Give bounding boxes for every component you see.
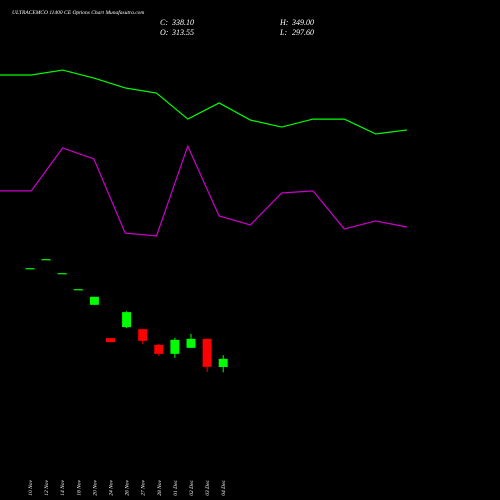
candle-body <box>57 273 67 275</box>
candle-body <box>138 329 148 341</box>
candle-body <box>25 268 35 270</box>
stat-value: 338.10 <box>171 18 194 27</box>
x-tick-label: 28 Nov <box>157 479 163 495</box>
stat-value: 349.00 <box>291 18 314 27</box>
stat-key: H: <box>279 18 289 27</box>
x-tick-label: 27 Nov <box>141 479 147 495</box>
x-tick-label: 10 Nov <box>28 479 34 495</box>
line-series <box>0 69 407 135</box>
x-tick-label: 12 Nov <box>44 479 50 495</box>
line-series <box>0 144 408 237</box>
candle-body <box>73 289 83 291</box>
x-tick-label: 24 Nov <box>108 479 115 495</box>
x-tick-label: 20 Nov <box>92 479 98 495</box>
stat-key: O: <box>160 28 169 37</box>
stat-value: 313.55 <box>171 28 194 37</box>
candle-body <box>202 338 212 367</box>
x-tick-label: 18 Nov <box>76 479 82 495</box>
x-tick-label: 14 Nov <box>59 479 66 495</box>
candle-body <box>41 259 51 261</box>
x-tick-label: 01 Dec <box>173 479 179 495</box>
x-tick-label: 26 Nov <box>125 479 131 495</box>
candle-body <box>170 339 180 354</box>
stat-key: L: <box>279 28 287 37</box>
candle-body <box>122 312 132 328</box>
candle-body <box>106 338 115 343</box>
candle-body <box>89 296 99 305</box>
stat-key: C: <box>160 18 168 27</box>
candle-body <box>186 338 196 348</box>
x-tick-label: 04 Dec <box>220 479 227 495</box>
candle-body <box>218 358 228 367</box>
x-tick-label: 02 Dec <box>189 479 195 495</box>
chart-title: ULTRACEMCO 11400 CE Options Chart Munafa… <box>12 9 144 16</box>
stat-value: 297.60 <box>292 28 314 37</box>
x-tick-label: 03 Dec <box>205 479 211 495</box>
candle-body <box>154 344 164 354</box>
